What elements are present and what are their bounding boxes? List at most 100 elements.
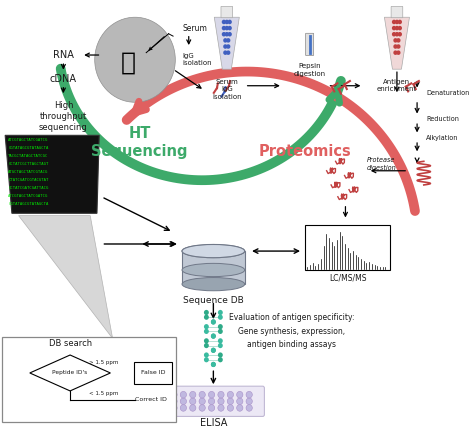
Text: ATCGTAGCTATCGATCG: ATCGTAGCTATCGATCG — [9, 194, 49, 198]
Circle shape — [398, 32, 402, 36]
Circle shape — [396, 44, 401, 49]
Text: GCTATCGCTTAGCTAGT: GCTATCGCTTAGCTAGT — [9, 162, 49, 166]
Circle shape — [190, 398, 196, 405]
Circle shape — [209, 405, 215, 411]
Circle shape — [180, 391, 186, 398]
Circle shape — [204, 314, 209, 320]
Circle shape — [393, 38, 398, 42]
Circle shape — [211, 362, 216, 367]
Circle shape — [218, 405, 224, 411]
Text: RNA: RNA — [53, 50, 74, 60]
Text: Peptide ID's: Peptide ID's — [53, 371, 88, 375]
Circle shape — [228, 32, 232, 36]
Circle shape — [393, 44, 398, 49]
Circle shape — [398, 20, 402, 24]
Text: Evaluation of antigen specificity:: Evaluation of antigen specificity: — [229, 313, 355, 322]
Text: Correct ID: Correct ID — [135, 397, 167, 402]
Text: Proteomics: Proteomics — [259, 145, 352, 159]
Circle shape — [225, 20, 229, 24]
Circle shape — [204, 310, 209, 315]
Text: Pepsin
digestion: Pepsin digestion — [293, 63, 326, 76]
Circle shape — [395, 26, 399, 30]
Circle shape — [218, 352, 223, 358]
Circle shape — [218, 338, 223, 344]
Ellipse shape — [182, 245, 245, 258]
Text: ATGCTAGCTATCGTACG: ATGCTAGCTATCGTACG — [9, 170, 49, 174]
Circle shape — [237, 405, 243, 411]
FancyBboxPatch shape — [221, 6, 233, 18]
FancyBboxPatch shape — [305, 225, 390, 270]
Text: Denaturation: Denaturation — [426, 90, 469, 96]
Text: cDNA: cDNA — [50, 74, 77, 84]
Circle shape — [246, 391, 252, 398]
Text: antigen binding assays: antigen binding assays — [247, 340, 336, 349]
Circle shape — [228, 26, 232, 30]
Circle shape — [227, 405, 234, 411]
Circle shape — [225, 26, 229, 30]
Circle shape — [395, 32, 399, 36]
Circle shape — [204, 324, 209, 329]
Circle shape — [211, 347, 216, 353]
Circle shape — [171, 398, 177, 405]
FancyBboxPatch shape — [306, 33, 314, 55]
Circle shape — [218, 329, 223, 334]
Text: DB search: DB search — [48, 339, 91, 347]
Circle shape — [180, 398, 186, 405]
Circle shape — [218, 398, 224, 405]
Text: < 1.5 ppm: < 1.5 ppm — [89, 391, 118, 396]
Text: Serum: Serum — [182, 24, 207, 33]
FancyBboxPatch shape — [162, 386, 264, 417]
Circle shape — [180, 405, 186, 411]
Circle shape — [223, 44, 228, 49]
Circle shape — [227, 391, 234, 398]
Circle shape — [211, 319, 216, 325]
Text: GCTATCGATCGATTACG: GCTATCGATCGATTACG — [9, 186, 49, 190]
Text: Reduction: Reduction — [426, 116, 459, 122]
Ellipse shape — [182, 263, 245, 277]
Text: > 1.5 ppm: > 1.5 ppm — [89, 360, 118, 365]
Circle shape — [226, 38, 230, 42]
Circle shape — [223, 38, 228, 42]
Text: HT
Sequencing: HT Sequencing — [91, 126, 188, 159]
Polygon shape — [5, 135, 99, 213]
Ellipse shape — [182, 278, 245, 291]
Text: Antigen
enrichment: Antigen enrichment — [377, 79, 417, 92]
Text: Alkylation: Alkylation — [426, 135, 458, 141]
Text: CGTATAGCGTATAGCTA: CGTATAGCGTATAGCTA — [9, 146, 49, 150]
FancyBboxPatch shape — [391, 6, 403, 18]
Text: CTATCGATCGTACGTAT: CTATCGATCGTACGTAT — [9, 178, 49, 182]
Text: Serum
IgG
isolation: Serum IgG isolation — [212, 79, 242, 100]
Circle shape — [211, 319, 216, 325]
Circle shape — [237, 391, 243, 398]
Circle shape — [396, 50, 401, 55]
Circle shape — [393, 50, 398, 55]
Bar — [182, 251, 245, 284]
Polygon shape — [214, 17, 239, 69]
Circle shape — [171, 391, 177, 398]
Circle shape — [226, 44, 230, 49]
FancyBboxPatch shape — [2, 337, 176, 422]
Circle shape — [171, 405, 177, 411]
Circle shape — [211, 347, 216, 353]
Text: LC/MS/MS: LC/MS/MS — [329, 274, 366, 283]
Text: Protease
digestion: Protease digestion — [366, 157, 396, 170]
Circle shape — [204, 329, 209, 334]
Ellipse shape — [182, 245, 245, 258]
FancyBboxPatch shape — [134, 362, 172, 384]
Circle shape — [222, 26, 226, 30]
Circle shape — [211, 333, 216, 339]
Circle shape — [218, 357, 223, 363]
Circle shape — [199, 391, 205, 398]
Circle shape — [209, 398, 215, 405]
Circle shape — [396, 38, 401, 42]
Circle shape — [218, 310, 223, 315]
Circle shape — [395, 20, 399, 24]
Circle shape — [218, 343, 223, 348]
Circle shape — [211, 362, 216, 367]
Circle shape — [199, 405, 205, 411]
Circle shape — [199, 398, 205, 405]
Circle shape — [204, 352, 209, 358]
Circle shape — [222, 20, 226, 24]
Circle shape — [218, 391, 224, 398]
Circle shape — [392, 20, 396, 24]
